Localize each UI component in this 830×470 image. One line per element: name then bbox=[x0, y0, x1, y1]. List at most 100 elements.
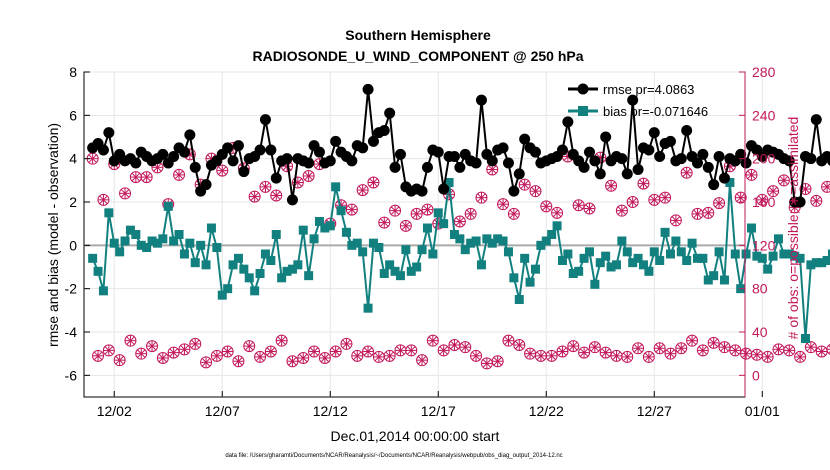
obs-assimilated-point bbox=[362, 346, 374, 357]
obs-assimilated-point bbox=[394, 344, 406, 356]
obs-assimilated-point bbox=[659, 192, 671, 204]
obs-assimilated-point bbox=[146, 340, 158, 352]
bias-point bbox=[266, 256, 276, 265]
legend-rmse-marker bbox=[577, 83, 589, 95]
bias-point bbox=[282, 266, 292, 276]
obs-assimilated-point bbox=[540, 200, 552, 212]
bias-point bbox=[174, 230, 184, 239]
bias-point bbox=[158, 234, 168, 244]
rmse-point bbox=[556, 144, 568, 156]
rmse-point bbox=[324, 155, 336, 167]
obs-assimilated-point bbox=[524, 348, 536, 360]
bias-point bbox=[190, 258, 200, 268]
bias-point bbox=[617, 236, 627, 246]
x-axis-label: Dec.01,2014 00:00:00 start bbox=[331, 428, 500, 444]
obs-assimilated-point bbox=[627, 196, 639, 208]
rmse-point bbox=[362, 83, 374, 95]
rmse-point bbox=[632, 164, 644, 175]
obs-assimilated-point bbox=[492, 355, 504, 367]
rmse-point bbox=[313, 146, 325, 158]
obs-assimilated-point bbox=[189, 338, 201, 350]
bias-point bbox=[363, 303, 373, 313]
obs-assimilated-point bbox=[556, 346, 568, 357]
legend-bias-label: bias pr=-0.071646 bbox=[603, 104, 708, 119]
obs-assimilated-point bbox=[637, 178, 649, 190]
bias-point bbox=[665, 249, 675, 259]
rmse-point bbox=[562, 116, 574, 128]
obs-assimilated-point bbox=[519, 179, 531, 191]
bias-point bbox=[109, 238, 119, 248]
bias-point bbox=[498, 236, 508, 246]
bias-point bbox=[482, 234, 492, 244]
obs-assimilated-point bbox=[405, 344, 417, 356]
obs-assimilated-point bbox=[654, 342, 666, 354]
obs-assimilated-point bbox=[286, 355, 298, 367]
bias-point bbox=[147, 236, 157, 246]
rmse-point bbox=[708, 179, 720, 191]
obs-assimilated-point bbox=[762, 351, 774, 363]
bias-point bbox=[455, 234, 465, 244]
obs-assimilated-point bbox=[459, 341, 471, 353]
rmse-point bbox=[189, 161, 201, 173]
bias-point bbox=[687, 238, 697, 248]
obs-assimilated-point bbox=[502, 335, 514, 347]
x-axis: 12/02 12/07 12/12 12/17 12/22 12/27 01/01 bbox=[97, 391, 780, 419]
obs-assimilated-point bbox=[448, 339, 460, 351]
rmse-point bbox=[286, 194, 298, 206]
bias-point bbox=[579, 253, 589, 263]
bias-point bbox=[104, 208, 114, 218]
rmse-point bbox=[178, 146, 190, 158]
rmse-point bbox=[184, 129, 196, 141]
obs-assimilated-point bbox=[351, 350, 363, 362]
bias-point bbox=[120, 236, 130, 246]
rmse-point bbox=[238, 166, 250, 178]
bias-point bbox=[314, 217, 324, 226]
bias-point bbox=[331, 182, 341, 192]
bias-point bbox=[449, 230, 459, 239]
bias-point bbox=[790, 251, 800, 261]
bias-point bbox=[633, 253, 643, 263]
bias-point bbox=[401, 245, 411, 255]
y-tick-label: 2 bbox=[69, 194, 77, 210]
bias-point bbox=[563, 249, 573, 259]
y2-tick-label: 0 bbox=[752, 367, 760, 383]
rmse-point bbox=[654, 151, 666, 162]
obs-assimilated-point bbox=[222, 346, 234, 357]
obs-assimilated-point bbox=[756, 194, 768, 206]
chart-title: Southern Hemisphere bbox=[345, 27, 491, 43]
y-tick-label: 4 bbox=[69, 151, 77, 167]
obs-assimilated-point bbox=[178, 343, 190, 355]
obs-assimilated-point bbox=[529, 185, 541, 197]
bias-point bbox=[233, 253, 243, 263]
obs-assimilated-point bbox=[114, 354, 126, 366]
bias-point bbox=[271, 230, 281, 239]
rmse-point bbox=[357, 142, 369, 154]
x-tick-label: 12/02 bbox=[97, 403, 132, 419]
bias-point bbox=[671, 236, 681, 246]
bias-point bbox=[509, 273, 519, 283]
obs-assimilated-point bbox=[589, 341, 601, 353]
bias-point bbox=[93, 266, 103, 276]
rmse-point bbox=[259, 114, 271, 126]
obs-assimilated-point bbox=[686, 335, 698, 347]
bias-point bbox=[827, 249, 830, 259]
rmse-point bbox=[702, 161, 714, 173]
x-tick-label: 01/01 bbox=[745, 403, 780, 419]
bias-point bbox=[223, 284, 233, 294]
bias-point bbox=[169, 236, 179, 246]
rmse-point bbox=[621, 168, 633, 180]
bias-point bbox=[395, 271, 405, 281]
obs-assimilated-point bbox=[751, 349, 763, 361]
bias-point bbox=[800, 334, 810, 343]
y-axis-right: 0 40 80 120 160 200 240 280 bbox=[739, 64, 776, 397]
obs-assimilated-point bbox=[141, 171, 153, 183]
obs-assimilated-point bbox=[481, 357, 493, 369]
obs-assimilated-point bbox=[810, 195, 822, 207]
rmse-point bbox=[384, 107, 396, 119]
rmse-point bbox=[432, 146, 444, 158]
rmse-point bbox=[330, 135, 342, 147]
bias-point bbox=[682, 256, 692, 265]
bias-point bbox=[779, 249, 789, 259]
bias-point bbox=[590, 279, 600, 289]
obs-assimilated-point bbox=[384, 350, 396, 362]
